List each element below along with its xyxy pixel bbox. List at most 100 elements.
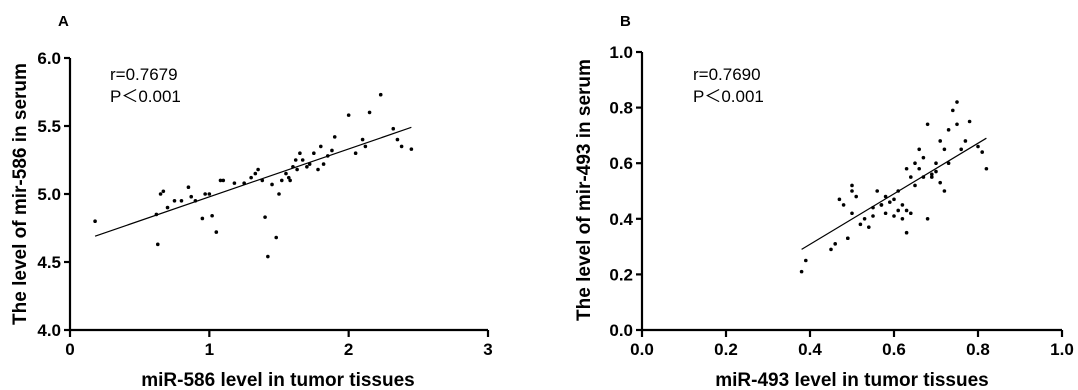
panel-a-data-point <box>277 192 281 196</box>
panel-b-data-point <box>854 194 858 199</box>
panel-a-data-point <box>218 178 223 183</box>
panel-a-data-point <box>312 151 316 155</box>
panel-a-data-point <box>158 192 163 196</box>
panel-b-data-point <box>858 222 863 227</box>
panel-b-data-point <box>867 225 871 229</box>
panel-a-regression-line <box>94 126 412 237</box>
panel-b-data-point <box>925 122 930 127</box>
panel-a-data-point <box>321 162 326 166</box>
panel-b-data-point <box>837 197 842 202</box>
panel-a-data-point <box>378 92 383 97</box>
panel-b-data-point <box>925 217 930 221</box>
panel-b-data-point <box>917 166 921 171</box>
panel-a-y-tick-label: 4.0 <box>37 321 61 340</box>
panel-b-y-tick-label: 0.6 <box>609 154 633 173</box>
panel-b-data-point <box>942 147 947 152</box>
panel-a-y-axis-title: The level of mir-586 in serum <box>10 63 31 325</box>
panel-a-y-tick-label: 6.0 <box>37 49 61 68</box>
panel-b-data-point <box>892 197 896 202</box>
panel-b-data-point <box>883 194 888 199</box>
panel-a-data-point <box>300 158 305 162</box>
panel-b-data-point <box>883 211 888 216</box>
panel-b-data-point <box>909 175 913 179</box>
panel-a-data-point <box>193 199 198 203</box>
panel-a-x-axis-title: miR-586 level in tumor tissues <box>141 370 415 390</box>
panel-a-data-point <box>186 185 191 189</box>
panel-b-x-tick-label: 0.6 <box>882 340 906 359</box>
panel-b-x-tick-label: 0.2 <box>714 340 738 359</box>
panel-b-x-tick-label: 1.0 <box>1050 340 1074 359</box>
panel-b-data-point <box>846 236 850 241</box>
panel-b-data-point <box>976 144 980 149</box>
panel-a-data-point <box>316 167 320 172</box>
panel-b-points <box>799 100 989 274</box>
panel-b-y-tick-label: 0.8 <box>609 99 633 118</box>
panel-b-data-point <box>938 180 942 185</box>
panel-a-data-point <box>93 219 97 223</box>
panel-a-chart: A The level of mir-586 in serum miR-586 … <box>10 13 493 390</box>
panel-b-data-point <box>963 139 968 143</box>
panel-a-data-point <box>330 148 334 153</box>
panel-b-data-point <box>921 175 926 179</box>
panel-a-data-point <box>307 162 312 166</box>
panel-b-data-point <box>946 161 951 165</box>
panel-a-data-point <box>319 144 323 149</box>
panel-a-data-point <box>293 158 298 162</box>
panel-b-data-point <box>938 139 942 143</box>
panel-b-data-point <box>829 247 833 252</box>
panel-a-points <box>93 92 414 259</box>
panel-b-y-tick-label: 1.0 <box>609 43 633 62</box>
panel-a-data-point <box>360 137 365 142</box>
panel-a-data-point <box>203 192 207 196</box>
panel-a-data-point <box>154 212 159 217</box>
panel-a-data-point <box>179 199 184 203</box>
panel-a-data-point <box>295 167 299 172</box>
panel-b-x-tick-label: 0.4 <box>798 340 822 359</box>
panel-b-regression-line <box>801 137 987 250</box>
panel-b-data-point <box>930 172 934 177</box>
panel-b-data-point <box>959 147 963 152</box>
panel-b-data-point <box>913 183 917 188</box>
panel-a-data-point <box>353 151 358 155</box>
panel-b-x-tick-label: 0.8 <box>966 340 990 359</box>
panel-a-data-point <box>189 194 194 199</box>
panel-b-ticks: 0.0 0.2 0.4 0.6 0.8 1.0 0.0 0.2 0.4 0.6 0.8 1.0 <box>609 43 1073 359</box>
panel-b-data-point <box>896 208 900 213</box>
panel-b-data-point <box>850 183 854 188</box>
panel-a-letter: A <box>58 13 69 30</box>
panel-a-data-point <box>367 110 372 115</box>
panel-b-y-tick-label: 0.4 <box>609 210 633 229</box>
panel-b-data-point <box>841 203 846 207</box>
panel-b-data-point <box>896 189 900 193</box>
panel-b-data-point <box>934 161 938 165</box>
panel-b-data-point <box>799 269 804 274</box>
panel-b-data-point <box>930 175 934 179</box>
panel-b-y-tick-label: 0.2 <box>609 265 633 284</box>
panel-a-data-point <box>256 167 260 172</box>
panel-a-data-point <box>363 144 368 149</box>
panel-b-data-point <box>946 128 951 132</box>
panel-a-data-point <box>214 230 219 234</box>
panel-a-data-point <box>200 216 205 221</box>
panel-a-ticks: 0 1 2 3 4.0 4.5 5.0 5.5 6.0 <box>37 49 492 359</box>
panel-a-data-point <box>332 135 337 139</box>
panel-a-data-point <box>409 147 414 151</box>
panel-b-data-point <box>951 108 955 113</box>
panel-a-data-point <box>346 113 351 117</box>
panel-b-data-point <box>909 211 913 216</box>
panel-a-data-point <box>391 126 396 131</box>
panel-b-data-point <box>904 208 909 213</box>
panel-b-data-point <box>900 217 905 221</box>
panel-b-data-point <box>879 203 884 207</box>
panel-a-data-point <box>165 205 170 210</box>
panel-a-x-tick-label: 3 <box>483 340 492 359</box>
panel-b-data-point <box>904 230 909 235</box>
panel-a-data-point <box>288 178 292 183</box>
panel-b-data-point <box>984 166 989 171</box>
panel-a-data-point <box>399 144 404 149</box>
panel-b-x-axis-title: miR-493 level in tumor tissues <box>715 370 989 390</box>
panel-a-p-value: P＜0.001 <box>110 87 181 106</box>
panel-a-data-point <box>305 165 309 169</box>
panel-b-chart: B The level of mir-493 in serum miR-493 … <box>574 13 1074 390</box>
panel-a-data-point <box>298 151 302 155</box>
